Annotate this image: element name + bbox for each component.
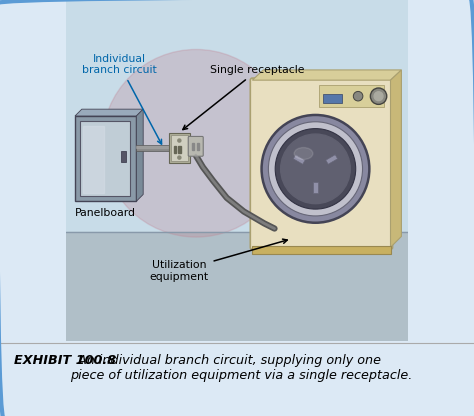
Polygon shape	[66, 232, 408, 341]
Text: Individual
branch circuit: Individual branch circuit	[82, 54, 162, 144]
Bar	[137, 146, 171, 148]
FancyBboxPatch shape	[188, 136, 203, 156]
Polygon shape	[75, 109, 143, 116]
Text: EXHIBIT 100.8: EXHIBIT 100.8	[14, 354, 116, 367]
Bar	[169, 133, 190, 163]
Circle shape	[374, 92, 383, 101]
Bar	[83, 126, 104, 193]
Bar	[121, 151, 126, 162]
Bar	[75, 116, 137, 201]
Circle shape	[262, 115, 369, 223]
Circle shape	[178, 139, 181, 142]
Text: An individual branch circuit, supplying only one
piece of utilization equipment : An individual branch circuit, supplying …	[70, 354, 412, 382]
Bar	[252, 245, 391, 254]
Bar	[80, 121, 129, 196]
Circle shape	[281, 134, 350, 204]
Bar	[192, 143, 194, 150]
FancyBboxPatch shape	[250, 78, 392, 249]
Bar	[173, 146, 176, 153]
Polygon shape	[313, 182, 318, 193]
Bar	[323, 94, 342, 103]
Text: Single receptacle: Single receptacle	[183, 65, 305, 129]
Text: Panelboard: Panelboard	[75, 208, 136, 218]
Polygon shape	[137, 109, 143, 201]
Bar	[171, 136, 188, 161]
Bar	[178, 146, 181, 153]
Ellipse shape	[102, 50, 290, 237]
Polygon shape	[293, 155, 305, 164]
Polygon shape	[326, 155, 337, 164]
Bar	[66, 0, 408, 232]
Bar	[137, 145, 171, 151]
Circle shape	[370, 88, 387, 104]
Circle shape	[353, 92, 363, 101]
Text: Utilization
equipment: Utilization equipment	[149, 239, 287, 282]
Circle shape	[268, 122, 363, 216]
Ellipse shape	[294, 148, 313, 159]
Bar	[319, 85, 383, 107]
Circle shape	[275, 129, 356, 209]
Bar	[197, 143, 199, 150]
Polygon shape	[391, 70, 401, 247]
Circle shape	[178, 156, 181, 159]
Polygon shape	[252, 70, 401, 80]
